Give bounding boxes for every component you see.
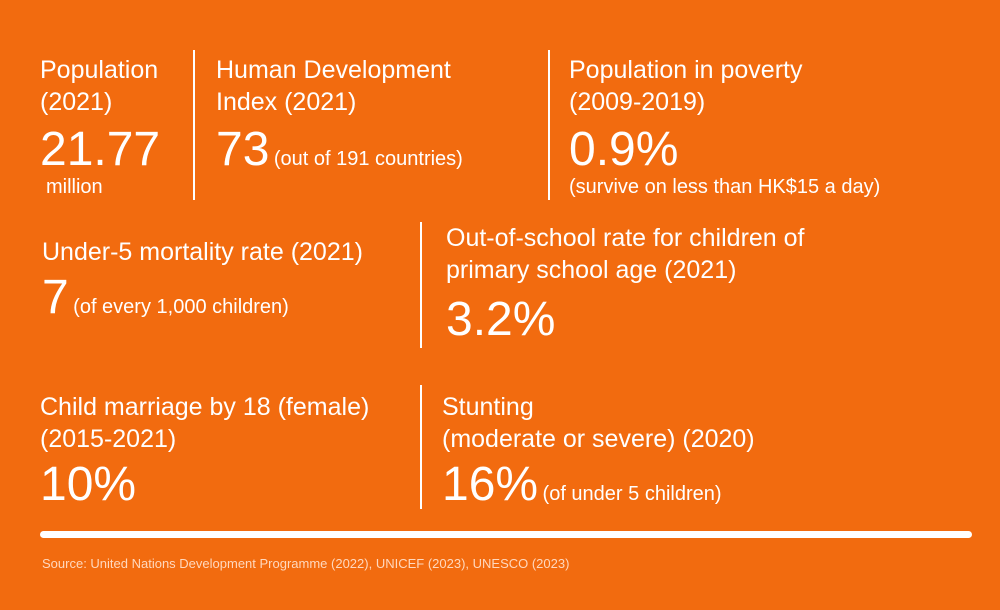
source-note: Source: United Nations Development Progr…	[42, 556, 570, 571]
stat-value: 16%	[442, 458, 539, 511]
stat-value: 21.77	[40, 123, 161, 176]
stat-hdi: Human Development Index (2021) 73 (out o…	[216, 54, 463, 176]
stat-label: Population	[40, 56, 159, 84]
stat-note: (survive on less than HK$15 a day)	[569, 176, 881, 198]
stat-label: (2015-2021)	[40, 425, 177, 453]
divider	[420, 222, 422, 348]
stat-note: (of every 1,000 children)	[73, 296, 289, 318]
stat-label: (2009-2019)	[569, 88, 706, 116]
stat-population: Population (2021) 21.77 million	[40, 54, 160, 199]
stat-label: primary school age (2021)	[446, 256, 737, 284]
stat-value: 0.9%	[569, 123, 679, 176]
stat-label: Population in poverty	[569, 56, 803, 84]
horizontal-rule	[40, 531, 972, 538]
stat-child-marriage: Child marriage by 18 (female) (2015-2021…	[40, 391, 369, 511]
stat-label: Child marriage by 18 (female)	[40, 393, 370, 421]
stat-note: (out of 191 countries)	[273, 148, 463, 170]
stat-poverty: Population in poverty (2009-2019) 0.9% (…	[569, 54, 880, 199]
divider	[193, 50, 195, 200]
stat-label: (2021)	[40, 88, 113, 116]
stat-label: (moderate or severe) (2020)	[442, 425, 755, 453]
stat-mortality: Under-5 mortality rate (2021) 7 (of ever…	[42, 236, 363, 324]
divider	[548, 50, 550, 200]
stat-note: million	[46, 176, 103, 198]
stat-label: Human Development	[216, 56, 451, 84]
stat-value: 3.2%	[446, 293, 556, 346]
stat-value: 7	[42, 271, 69, 324]
stat-out-of-school: Out-of-school rate for children of prima…	[446, 222, 805, 346]
stat-note: (of under 5 children)	[542, 483, 722, 505]
stat-stunting: Stunting (moderate or severe) (2020) 16%…	[442, 391, 755, 511]
stat-label: Out-of-school rate for children of	[446, 224, 805, 252]
stat-label: Index (2021)	[216, 88, 357, 116]
divider	[420, 385, 422, 509]
stat-label: Stunting	[442, 393, 534, 421]
stat-value: 10%	[40, 458, 137, 511]
stat-label: Under-5 mortality rate (2021)	[42, 238, 363, 266]
stat-value: 73	[216, 123, 270, 176]
